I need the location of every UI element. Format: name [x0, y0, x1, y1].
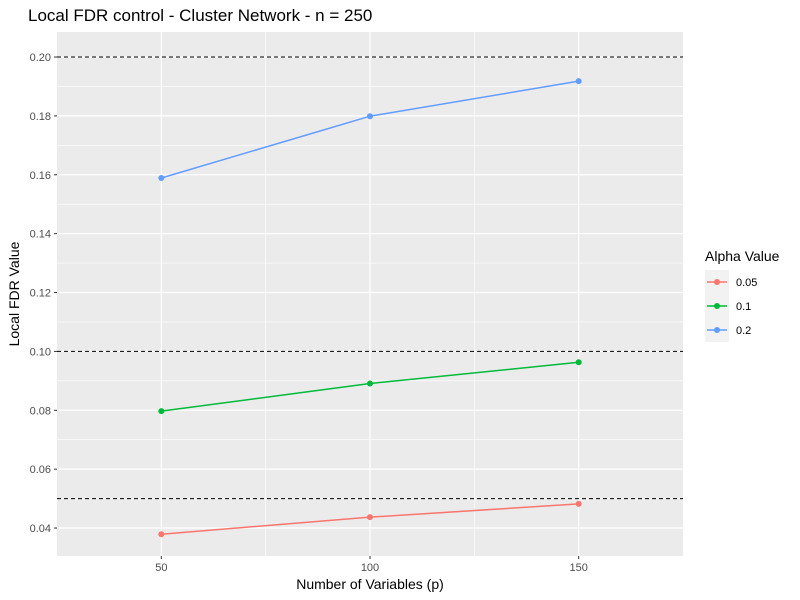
y-tick-label: 0.16: [30, 170, 51, 182]
x-axis-title: Number of Variables (p): [296, 576, 444, 592]
y-tick-label: 0.08: [30, 405, 51, 417]
legend: Alpha Value 0.05 0.1 0.2: [705, 248, 780, 342]
x-tick-label: 100: [361, 562, 379, 574]
y-tick-label: 0.12: [30, 288, 51, 300]
y-tick-label: 0.10: [30, 346, 51, 358]
y-axis-title: Local FDR Value: [6, 241, 22, 346]
data-point: [367, 113, 373, 120]
data-point: [158, 175, 165, 182]
chart-title: Local FDR control - Cluster Network - n …: [28, 6, 372, 25]
series-layer: [158, 78, 582, 538]
legend-label: 0.1: [736, 301, 751, 313]
legend-key-point: [714, 279, 720, 285]
legend-title: Alpha Value: [705, 248, 780, 264]
data-point: [575, 78, 582, 85]
data-point: [575, 500, 582, 507]
y-tick-label: 0.06: [30, 464, 51, 476]
y-axis: 0.04 0.06 0.08 0.10 0.12 0.14 0.16 0.18 0.20: [30, 52, 57, 535]
data-point: [158, 531, 165, 538]
reference-lines: [57, 56, 683, 500]
legend-key-point: [714, 327, 720, 333]
data-point: [367, 514, 373, 521]
data-point: [158, 408, 165, 415]
x-tick-label: 150: [569, 562, 587, 574]
x-tick-label: 50: [155, 562, 167, 574]
legend-key-point: [714, 303, 720, 309]
y-tick-label: 0.18: [30, 111, 51, 123]
legend-label: 0.05: [736, 277, 757, 289]
y-tick-label: 0.04: [30, 523, 51, 535]
legend-label: 0.2: [736, 325, 751, 337]
y-tick-label: 0.14: [30, 229, 51, 241]
data-point: [575, 359, 582, 366]
x-axis: 50 100 150: [155, 556, 588, 574]
y-tick-label: 0.20: [30, 52, 51, 64]
data-point: [367, 380, 373, 387]
